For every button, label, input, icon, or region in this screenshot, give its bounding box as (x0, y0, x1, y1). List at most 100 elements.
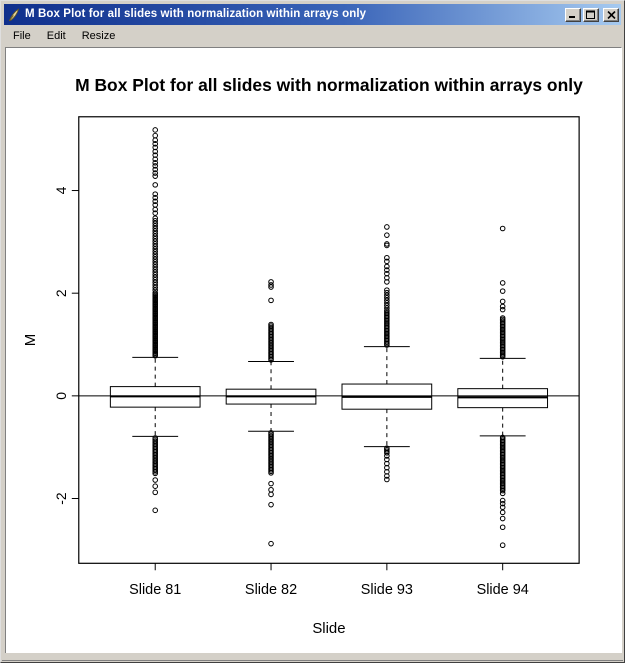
outlier-point (152, 198, 159, 205)
outlier-point (499, 524, 506, 531)
outlier-point (152, 259, 159, 265)
outlier-point (268, 540, 274, 547)
outlier-point (152, 277, 159, 283)
outlier-point (152, 166, 159, 173)
menu-bar: File Edit Resize (5, 27, 620, 46)
outlier-point (152, 202, 159, 208)
x-tick-label: Slide 82 (245, 582, 297, 598)
outlier-point (152, 144, 159, 151)
outlier-point (499, 280, 506, 286)
outlier-point (152, 274, 159, 281)
outlier-point (384, 258, 390, 265)
outlier-point (152, 507, 159, 514)
outlier-point (152, 127, 159, 133)
plot-layer: -2 0 2 4 Slide 81 Slide 82 Slide 93 Slide 94 (53, 116, 580, 598)
outlier-point (152, 141, 159, 147)
outlier-point (268, 279, 274, 285)
y-tick-label: 2 (53, 289, 69, 297)
outlier-point (384, 289, 390, 296)
outlier-point (152, 284, 159, 291)
outlier-point (384, 241, 390, 247)
outlier-point (152, 287, 159, 293)
title-bar[interactable]: M Box Plot for all slides with normaliza… (4, 4, 621, 25)
outlier-point (384, 263, 390, 270)
maximize-button[interactable] (583, 7, 599, 22)
outlier-point (152, 279, 159, 286)
outlier-point (152, 256, 159, 263)
outlier-point (152, 483, 159, 489)
outlier-point (384, 224, 390, 230)
outlier-point (152, 489, 159, 496)
outlier-point (152, 477, 159, 483)
y-tick-label: 4 (53, 186, 69, 194)
outlier-point (152, 282, 159, 288)
outlier-point (152, 215, 159, 222)
menu-item-edit[interactable]: Edit (46, 30, 66, 42)
outlier-point (152, 271, 159, 278)
y-tick-label: -2 (53, 492, 69, 505)
outlier-point (152, 225, 159, 232)
outlier-point (499, 315, 506, 321)
outlier-point (152, 266, 159, 273)
minimize-button[interactable] (565, 7, 581, 22)
menu-item-resize[interactable]: Resize (81, 30, 116, 42)
outlier-point (499, 497, 506, 504)
outlier-point (152, 248, 159, 255)
boxplot-chart: M Box Plot for all slides with normaliza… (22, 75, 583, 637)
outlier-point (152, 218, 159, 224)
outlier-point (384, 297, 390, 304)
outlier-point (384, 287, 390, 293)
outlier-point (152, 233, 159, 240)
outlier-point (152, 470, 159, 477)
outlier-point (499, 303, 506, 310)
outlier-point (152, 246, 159, 252)
outlier-point (384, 267, 390, 273)
outlier-point (152, 191, 159, 197)
close-button[interactable] (603, 7, 619, 22)
outlier-point (152, 243, 159, 250)
outlier-point (152, 261, 159, 268)
outlier-point (268, 282, 274, 288)
outlier-point (499, 225, 506, 232)
outlier-point (499, 298, 506, 305)
x-tick-label: Slide 81 (129, 582, 181, 598)
outlier-point (384, 476, 390, 483)
outlier-point (384, 450, 390, 456)
plot-title: M Box Plot for all slides with normaliza… (75, 75, 583, 95)
maximize-icon (586, 10, 595, 19)
outlier-point (499, 504, 506, 511)
outlier-point (152, 269, 159, 275)
outlier-point (152, 223, 159, 229)
plot-border (78, 116, 580, 564)
outlier-point (152, 163, 159, 169)
outlier-point (384, 270, 390, 277)
outlier-point (152, 228, 159, 234)
outlier-point (268, 501, 274, 508)
outlier-point (152, 230, 159, 237)
outlier-point (268, 491, 274, 498)
outlier-point (152, 173, 159, 179)
outlier-point (268, 321, 274, 328)
menu-item-file[interactable]: File (13, 30, 31, 42)
outlier-point (152, 251, 159, 257)
outlier-point (384, 300, 390, 306)
y-axis-label: M (22, 334, 39, 346)
outlier-point (384, 232, 390, 238)
outlier-point (384, 295, 390, 301)
y-tick-label: 0 (53, 392, 69, 400)
outlier-point (152, 132, 159, 139)
outlier-point (268, 284, 274, 290)
close-icon (606, 10, 616, 19)
outlier-point (499, 487, 506, 494)
minimize-icon (569, 16, 575, 18)
outlier-point (268, 470, 274, 476)
outlier-point (384, 292, 390, 299)
outlier-point (499, 515, 506, 522)
outlier-point (152, 290, 159, 296)
x-axis-label: Slide (312, 620, 345, 637)
outlier-point (152, 241, 159, 247)
outlier-point (152, 152, 159, 158)
outlier-point (499, 288, 506, 294)
plot-client-area: M Box Plot for all slides with normaliza… (5, 47, 622, 654)
outlier-point (499, 490, 506, 497)
